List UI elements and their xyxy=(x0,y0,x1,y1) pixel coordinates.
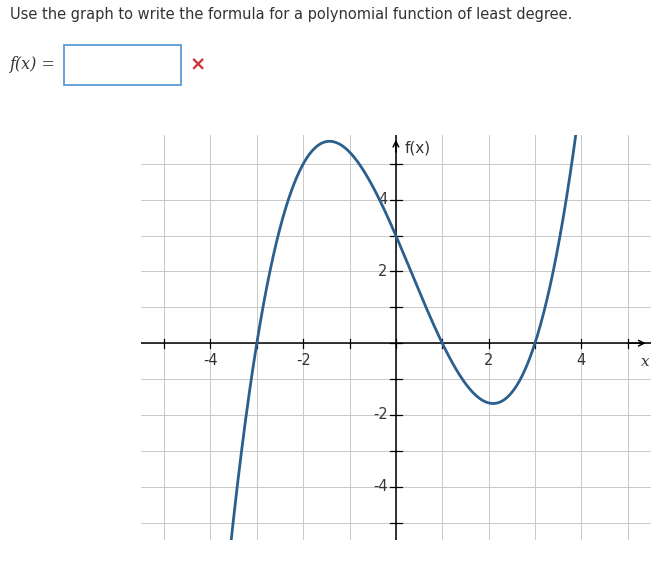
Text: -4: -4 xyxy=(373,479,388,494)
Text: 4: 4 xyxy=(378,192,388,207)
Text: f(x) =: f(x) = xyxy=(10,56,56,73)
Text: ×: × xyxy=(190,55,206,74)
FancyBboxPatch shape xyxy=(64,45,181,84)
Text: 2: 2 xyxy=(484,353,493,368)
Text: 4: 4 xyxy=(576,353,586,368)
Text: -4: -4 xyxy=(203,353,218,368)
Text: x: x xyxy=(641,355,650,369)
Text: f(x): f(x) xyxy=(404,141,430,155)
Text: Use the graph to write the formula for a polynomial function of least degree.: Use the graph to write the formula for a… xyxy=(10,7,572,22)
Text: 2: 2 xyxy=(378,264,388,279)
Text: -2: -2 xyxy=(373,408,388,422)
Text: -2: -2 xyxy=(296,353,311,368)
